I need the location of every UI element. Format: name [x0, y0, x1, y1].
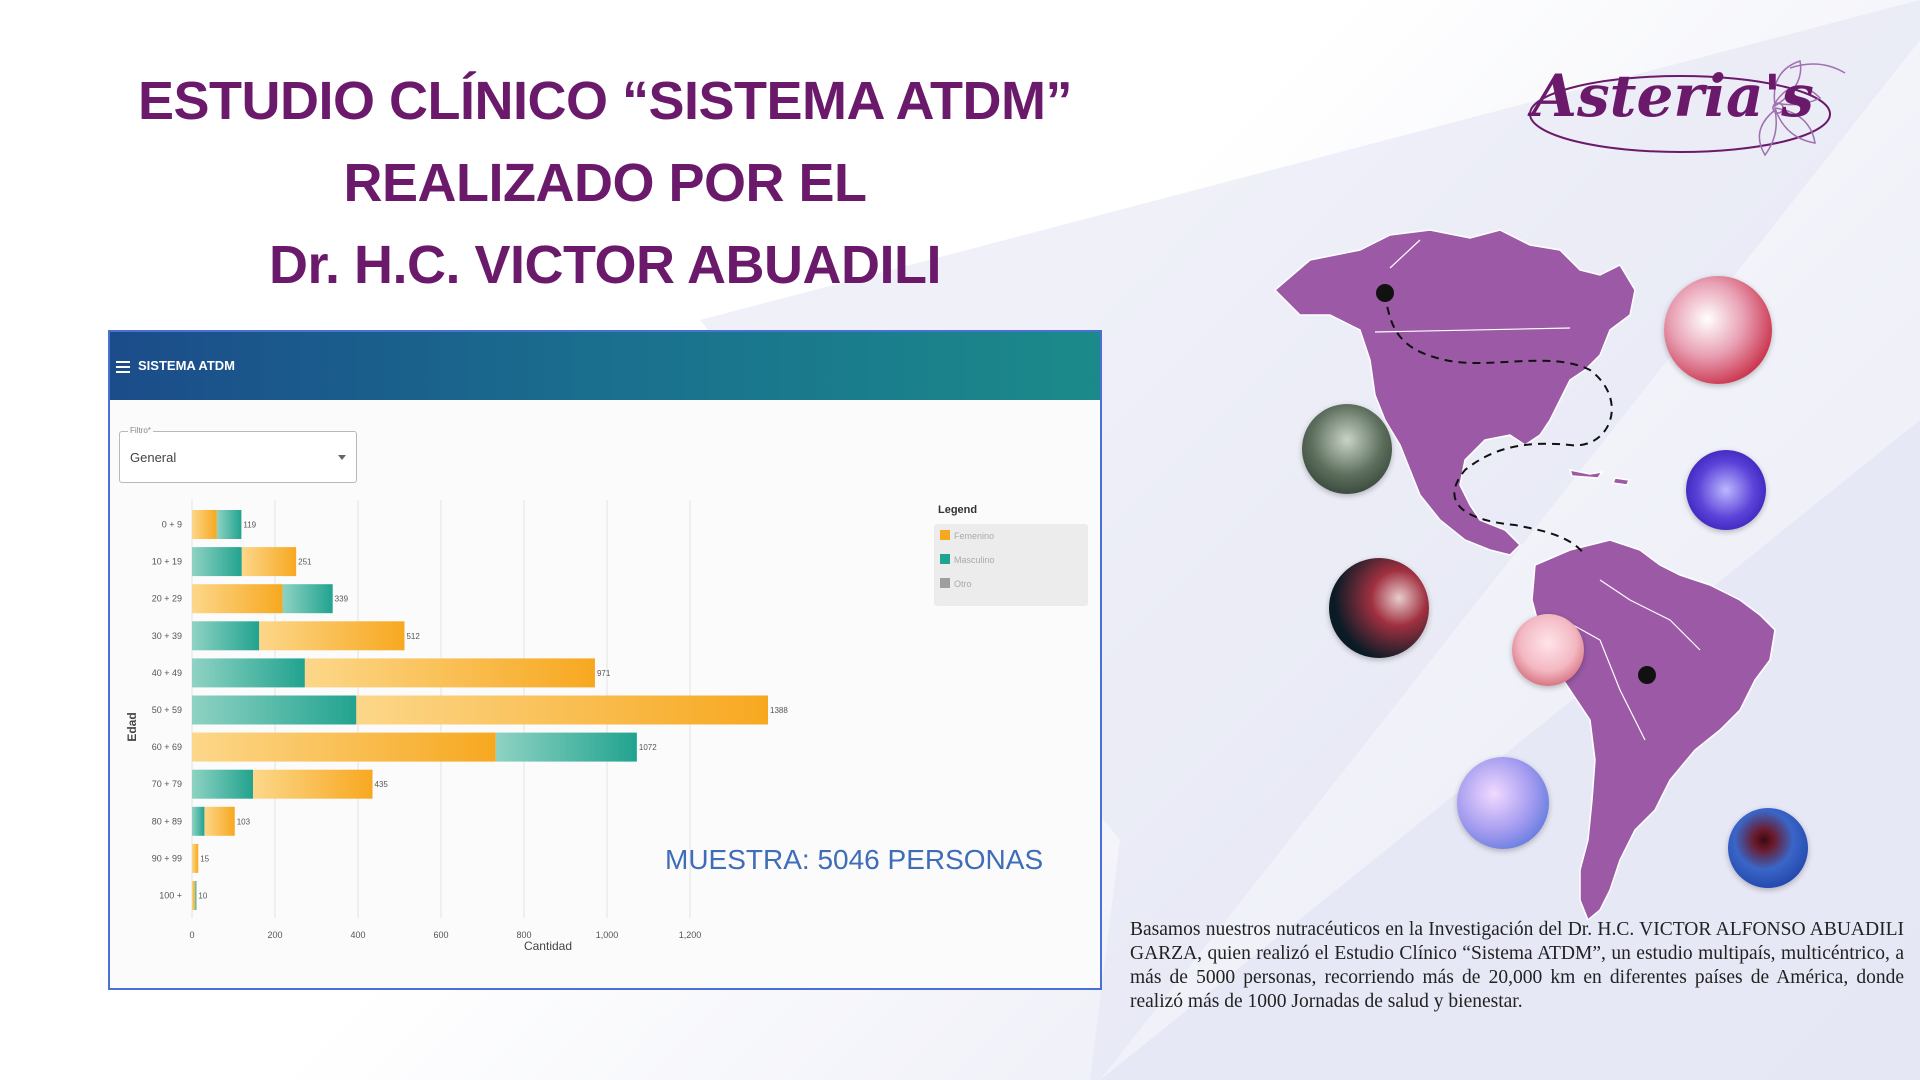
x-tick-label: 400	[350, 930, 365, 940]
legend-item-masculino[interactable]: Masculino	[940, 554, 995, 565]
x-tick-label: 1,000	[596, 930, 619, 940]
bar-value-label: 971	[597, 669, 611, 678]
microscopy-image-blue	[1728, 808, 1808, 888]
bar-segment-masculino[interactable]	[194, 881, 197, 910]
microscopy-image-pink	[1512, 614, 1584, 686]
x-tick-label: 800	[516, 930, 531, 940]
dashboard-header: SISTEMA ATDM	[110, 332, 1100, 400]
microscopy-image-purple	[1686, 450, 1766, 530]
y-tick-label: 90 + 99	[152, 853, 182, 863]
bar-segment-masculino[interactable]	[192, 621, 260, 651]
bar-value-label: 339	[335, 595, 349, 604]
bar-segment-masculino[interactable]	[192, 658, 305, 688]
x-axis-label: Cantidad	[524, 939, 572, 953]
y-tick-label: 40 + 49	[152, 668, 182, 678]
chevron-down-icon	[338, 455, 346, 460]
x-tick-label: 200	[267, 930, 282, 940]
bar-segment-femenino[interactable]	[253, 769, 373, 799]
bar-segment-femenino[interactable]	[259, 621, 405, 651]
microscopy-image-dark	[1329, 558, 1429, 658]
filter-value: General	[130, 450, 177, 465]
y-tick-label: 100 +	[159, 891, 182, 901]
microscopy-image-red-streaks	[1664, 276, 1772, 384]
bar-segment-femenino[interactable]	[241, 547, 297, 577]
americas-map-icon	[1273, 229, 1776, 920]
bar-segment-femenino[interactable]	[192, 584, 283, 614]
bar-value-label: 1072	[639, 743, 657, 752]
bar-value-label: 119	[243, 521, 256, 530]
legend-item-femenino[interactable]: Femenino	[940, 530, 994, 541]
bar-value-label: 435	[375, 780, 389, 789]
microscopy-image-gray	[1302, 404, 1392, 494]
x-tick-label: 600	[433, 930, 448, 940]
y-tick-label: 50 + 59	[152, 705, 182, 715]
filter-select[interactable]: Filtro* General	[119, 426, 357, 483]
logo-text: Asteria's	[1532, 62, 1814, 130]
bar-segment-masculino[interactable]	[192, 547, 242, 577]
y-tick-label: 0 + 9	[162, 520, 182, 530]
hamburger-menu-icon[interactable]	[116, 361, 130, 373]
age-bar-chart: 119 251 339 512 971 1388 1072 435 103 15 10 0 + 9 1…	[125, 500, 788, 953]
legend-label: Femenino	[954, 531, 995, 541]
legend: Femenino Masculino Otro	[934, 524, 1088, 606]
bar-value-label: 15	[200, 854, 209, 863]
bar-segment-masculino[interactable]	[192, 806, 205, 836]
y-tick-label: 10 + 19	[152, 557, 182, 567]
bar-segment-masculino[interactable]	[282, 584, 333, 614]
bar-segment-masculino[interactable]	[216, 510, 242, 539]
y-tick-label: 80 + 89	[152, 816, 182, 826]
bar-value-label: 10	[198, 892, 207, 901]
bar-segment-femenino[interactable]	[356, 695, 769, 725]
microscopy-image-lilac	[1457, 757, 1549, 849]
filter-label: Filtro*	[128, 426, 153, 435]
title-line-3: Dr. H.C. VICTOR ABUADILI	[268, 235, 942, 295]
legend-title: Legend	[938, 504, 978, 516]
title-line-2: REALIZADO POR EL	[343, 153, 867, 213]
bar-segment-femenino[interactable]	[204, 806, 235, 836]
bar-segment-femenino[interactable]	[192, 510, 217, 539]
bar-segment-femenino[interactable]	[192, 881, 195, 910]
x-tick-label: 0	[189, 930, 194, 940]
y-tick-label: 30 + 39	[152, 631, 182, 641]
bar-segment-masculino[interactable]	[495, 732, 637, 762]
x-tick-label: 1,200	[679, 930, 702, 940]
bar-value-label: 251	[298, 558, 312, 567]
bar-value-label: 512	[406, 632, 420, 641]
dashboard-title: SISTEMA ATDM	[138, 358, 236, 373]
bar-segment-femenino[interactable]	[304, 658, 595, 688]
y-axis-label: Edad	[125, 712, 139, 741]
legend-label: Masculino	[954, 555, 995, 565]
legend-label: Otro	[954, 579, 972, 589]
y-tick-label: 60 + 69	[152, 742, 182, 752]
legend-item-otro[interactable]: Otro	[940, 578, 972, 589]
y-tick-label: 20 + 29	[152, 594, 182, 604]
title-line-1: ESTUDIO CLÍNICO “SISTEMA ATDM”	[138, 71, 1072, 131]
bar-segment-masculino[interactable]	[192, 769, 254, 799]
bar-segment-femenino[interactable]	[192, 732, 496, 762]
dashboard-screenshot: SISTEMA ATDM Filtro* General 119 251 339 51…	[108, 330, 1102, 990]
y-tick-label: 70 + 79	[152, 779, 182, 789]
bar-segment-masculino[interactable]	[192, 695, 357, 725]
asterias-logo: Asteria's	[1520, 48, 1860, 168]
bar-segment-femenino[interactable]	[192, 843, 199, 873]
sample-size-label: MUESTRA: 5046 PERSONAS	[665, 844, 1044, 875]
page-title: ESTUDIO CLÍNICO “SISTEMA ATDM” REALIZADO…	[80, 60, 1130, 306]
bar-value-label: 103	[237, 817, 251, 826]
orchid-flower-icon	[1529, 60, 1846, 157]
description-text: Basamos nuestros nutracéuticos en la Inv…	[1130, 919, 1904, 1012]
bar-value-label: 1388	[770, 706, 788, 715]
